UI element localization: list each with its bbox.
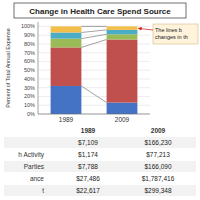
table-cell: $1,174 (78, 151, 98, 158)
x-tick-label: 2009 (115, 116, 130, 123)
y-tick-label: 0% (27, 111, 35, 117)
connector-line (81, 86, 106, 103)
table-row-label: Parties (24, 163, 45, 170)
table-row-label: t (42, 187, 44, 194)
y-axis (38, 22, 39, 114)
y-tick-label: 80% (24, 41, 35, 47)
y-axis-label: Percent of Total Annual Expense (5, 28, 11, 107)
bar-segment (51, 26, 82, 32)
connector-line (81, 26, 106, 27)
annotation-line: The lines b (155, 27, 182, 33)
y-tick-label: 60% (24, 58, 35, 64)
bar-segment (107, 26, 138, 30)
bar-segment (107, 34, 138, 39)
table-row-bg (4, 161, 196, 172)
y-tick-label: 30% (24, 85, 35, 91)
y-tick-label: 40% (24, 76, 35, 82)
bar-segment (51, 86, 82, 114)
table-row-label: ance (30, 175, 44, 182)
y-tick-label: 100% (21, 23, 35, 29)
bar-segment (51, 39, 82, 48)
bar-segment (107, 30, 138, 34)
y-tick-label: 90% (24, 32, 35, 38)
title: Change in Health Care Spend Source (29, 7, 171, 16)
annotation-line: changes in th (155, 34, 188, 40)
chart: Change in Health Care Spend Source 0% 10% 2… (0, 0, 200, 200)
table-header: 2009 (151, 127, 166, 134)
table-cell: $77,213 (146, 151, 170, 158)
table-header: 1989 (81, 127, 96, 134)
table-cell: $27,486 (76, 175, 100, 182)
connector-line (81, 30, 106, 33)
annotation: The lines bchanges in th (155, 27, 188, 40)
bar-segment (51, 33, 82, 39)
y-tick-label: 70% (24, 50, 35, 56)
x-axis (38, 114, 150, 115)
table-cell: $166,230 (144, 139, 171, 146)
y-tick-label: 10% (24, 102, 35, 108)
annotation-arrow (138, 28, 153, 30)
table-row-bg (4, 185, 196, 196)
annotation-box (153, 24, 198, 44)
y-tick-label: 20% (24, 93, 35, 99)
bar-segment (107, 103, 138, 114)
bar-segment (51, 47, 82, 86)
x-tick-label: 1989 (59, 116, 74, 123)
table-cell: $299,348 (144, 187, 171, 194)
table-row-label: h Activity (18, 151, 44, 159)
connector-line (81, 40, 106, 48)
title-box (14, 3, 186, 18)
table-cell: $7,109 (78, 139, 98, 146)
y-tick-label: 50% (24, 67, 35, 73)
bar-segment (107, 40, 138, 103)
bars (51, 26, 138, 114)
table-cell: $22,617 (76, 187, 100, 194)
table-row-bg (4, 137, 196, 148)
table-cell: $166,090 (144, 163, 171, 170)
table-cell: $1,787,416 (142, 175, 175, 182)
connector-line (81, 34, 106, 38)
table-cell: $7,788 (78, 163, 98, 170)
